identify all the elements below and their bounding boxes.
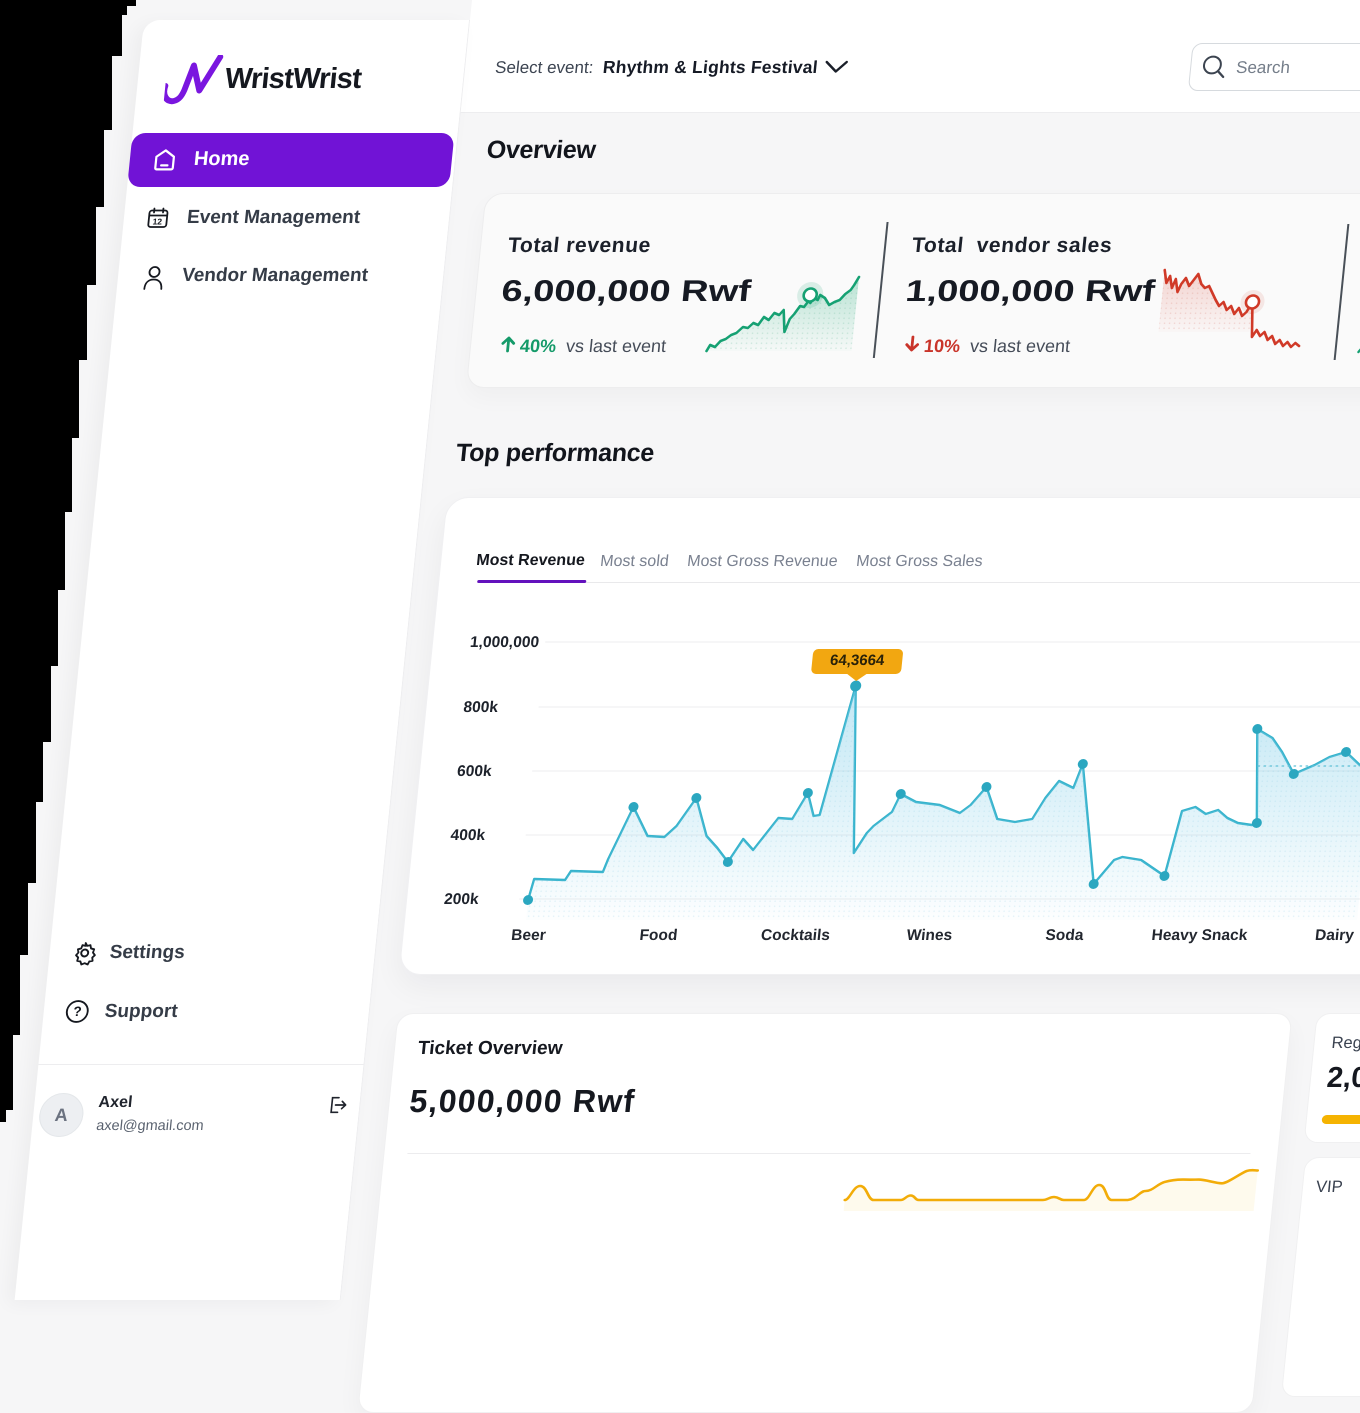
svg-text:12: 12 <box>152 217 163 227</box>
svg-text:?: ? <box>73 1004 83 1019</box>
